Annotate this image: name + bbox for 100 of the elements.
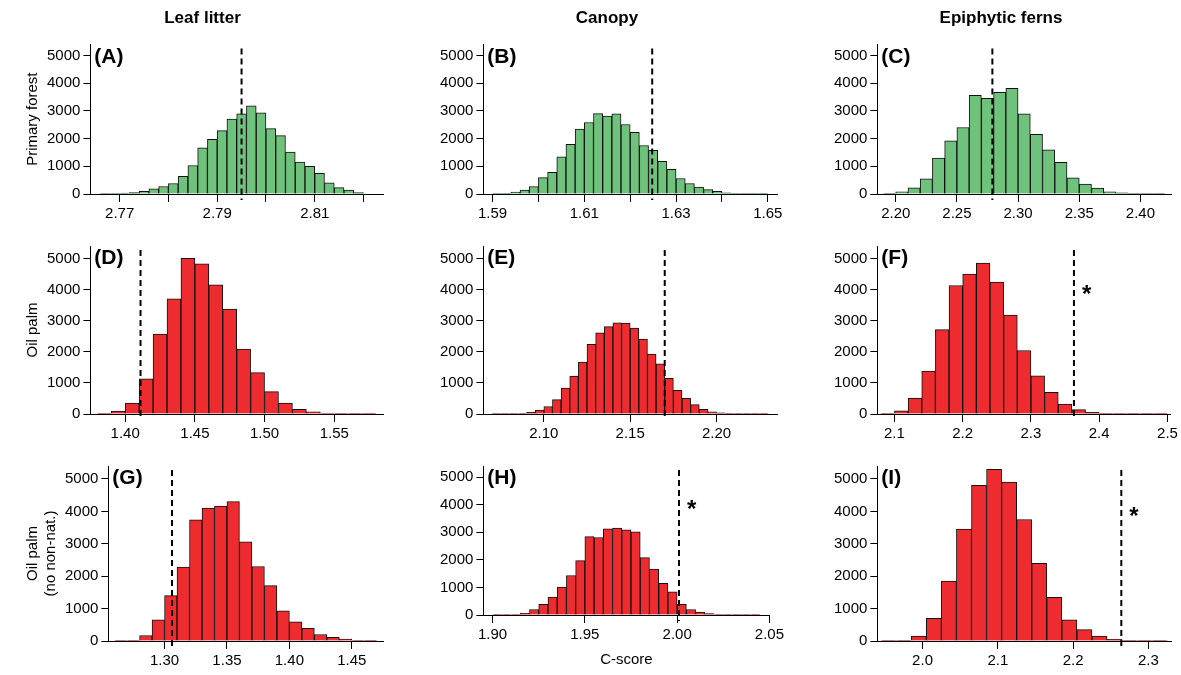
y-tick-label: 2000 <box>833 128 868 146</box>
y-tick-label: 3000 <box>439 310 474 328</box>
x-tick-label: 2.20 <box>701 424 732 442</box>
x-tick-label: 1.45 <box>337 651 367 669</box>
annotation: (B) <box>487 43 517 67</box>
x-tick-label: 2.3 <box>1137 651 1159 669</box>
x-tick-label: 2.0 <box>912 651 933 669</box>
y-tick-label: 1000 <box>46 156 81 174</box>
y-tick-label: 4000 <box>439 279 474 297</box>
y-tick-label: 3000 <box>833 533 868 551</box>
y-tick-label: 1000 <box>439 156 474 174</box>
y-tick-label: 0 <box>465 605 474 623</box>
chart-title: Leaf litter <box>164 7 242 27</box>
annotation: (I) <box>881 465 902 489</box>
x-tick-label: 1.90 <box>477 625 508 643</box>
y-tick-label: 4000 <box>439 494 474 512</box>
y-tick-label: 3000 <box>46 310 81 328</box>
y-tick-label: 4000 <box>833 279 868 297</box>
y-axis-title: Oil palm (no non-nat.) <box>23 510 59 597</box>
x-tick-label: 1.59 <box>477 204 508 222</box>
x-tick-label: 2.1 <box>987 651 1009 669</box>
x-tick-label: 2.35 <box>1064 204 1094 222</box>
y-tick-label: 2000 <box>833 566 868 584</box>
annotation: (H) <box>487 465 517 489</box>
annotation: (E) <box>487 245 516 269</box>
x-tick-label: 1.55 <box>319 424 349 442</box>
y-tick-label: 5000 <box>439 45 474 63</box>
y-tick-label: 2000 <box>46 341 81 359</box>
y-tick-label: 1000 <box>833 373 868 391</box>
x-tick-label: 2.81 <box>300 204 330 222</box>
y-tick-label: 3000 <box>439 522 474 540</box>
x-tick-label: 2.00 <box>662 625 692 643</box>
y-tick-label: 5000 <box>833 248 868 266</box>
x-tick-label: 2.5 <box>1157 424 1178 442</box>
x-tick-label: 2.79 <box>202 204 232 222</box>
annotation: * <box>686 495 697 523</box>
annotation: (C) <box>881 43 911 67</box>
y-tick-label: 3000 <box>46 101 81 119</box>
y-tick-label: 5000 <box>439 248 474 266</box>
x-tick-label: 1.40 <box>110 424 140 442</box>
y-tick-label: 2000 <box>46 128 81 146</box>
y-tick-label: 2000 <box>64 566 99 584</box>
y-tick-label: 2000 <box>833 341 868 359</box>
y-tick-label: 4000 <box>64 501 99 519</box>
y-tick-label: 3000 <box>439 101 474 119</box>
x-tick-label: 2.2 <box>952 424 974 442</box>
x-tick-label: 2.4 <box>1088 424 1110 442</box>
chart-title: Epiphytic ferns <box>939 7 1063 27</box>
y-tick-label: 2000 <box>439 128 474 146</box>
annotation: (A) <box>94 43 124 67</box>
y-tick-label: 1000 <box>64 598 99 616</box>
x-tick-label: 2.20 <box>881 204 911 222</box>
annotation: (D) <box>94 245 124 269</box>
x-tick-label: 2.30 <box>1003 204 1033 222</box>
x-tick-label: 1.65 <box>753 204 783 222</box>
y-tick-label: 5000 <box>46 45 81 63</box>
x-tick-label: 2.05 <box>754 625 784 643</box>
x-tick-label: 2.10 <box>529 424 559 442</box>
y-tick-label: 3000 <box>833 310 868 328</box>
y-tick-label: 0 <box>465 184 474 202</box>
y-tick-label: 0 <box>859 631 868 649</box>
annotation: * <box>1129 502 1140 529</box>
x-tick-label: 2.15 <box>615 424 645 442</box>
y-axis-title: Primary forest <box>23 71 41 166</box>
x-axis-title: C-score <box>600 650 653 668</box>
y-tick-label: 0 <box>72 404 81 422</box>
y-tick-label: 0 <box>90 631 99 649</box>
y-tick-label: 4000 <box>833 501 868 519</box>
x-tick-label: 2.77 <box>105 204 135 222</box>
y-tick-label: 1000 <box>833 156 868 174</box>
y-tick-label: 4000 <box>833 73 868 91</box>
y-tick-label: 5000 <box>46 248 81 266</box>
y-tick-label: 0 <box>465 404 474 422</box>
y-tick-label: 1000 <box>46 373 81 391</box>
y-tick-label: 2000 <box>439 341 474 359</box>
x-tick-label: 1.30 <box>149 651 180 669</box>
y-tick-label: 1000 <box>439 373 474 391</box>
x-tick-label: 1.95 <box>570 625 600 643</box>
x-tick-label: 2.25 <box>942 204 972 222</box>
annotation: * <box>1081 280 1092 308</box>
y-tick-label: 5000 <box>833 469 868 487</box>
y-axis-title: Oil palm <box>23 302 41 358</box>
y-tick-label: 5000 <box>833 45 868 63</box>
y-tick-label: 2000 <box>439 549 474 567</box>
x-tick-label: 2.3 <box>1020 424 1042 442</box>
x-tick-label: 2.1 <box>884 424 905 442</box>
x-tick-label: 1.45 <box>180 424 210 442</box>
y-tick-label: 1000 <box>439 577 474 595</box>
y-tick-label: 0 <box>72 184 81 202</box>
y-tick-label: 3000 <box>64 533 99 551</box>
y-tick-label: 5000 <box>64 469 99 487</box>
annotation: (F) <box>881 245 909 269</box>
annotation: (G) <box>112 465 143 489</box>
x-tick-label: 1.35 <box>212 651 242 669</box>
y-tick-label: 4000 <box>46 73 81 91</box>
chart-title: Canopy <box>575 7 639 27</box>
x-tick-label: 2.2 <box>1062 651 1084 669</box>
x-tick-label: 2.40 <box>1125 204 1156 222</box>
y-tick-label: 1000 <box>833 598 868 616</box>
y-tick-label: 3000 <box>833 101 868 119</box>
